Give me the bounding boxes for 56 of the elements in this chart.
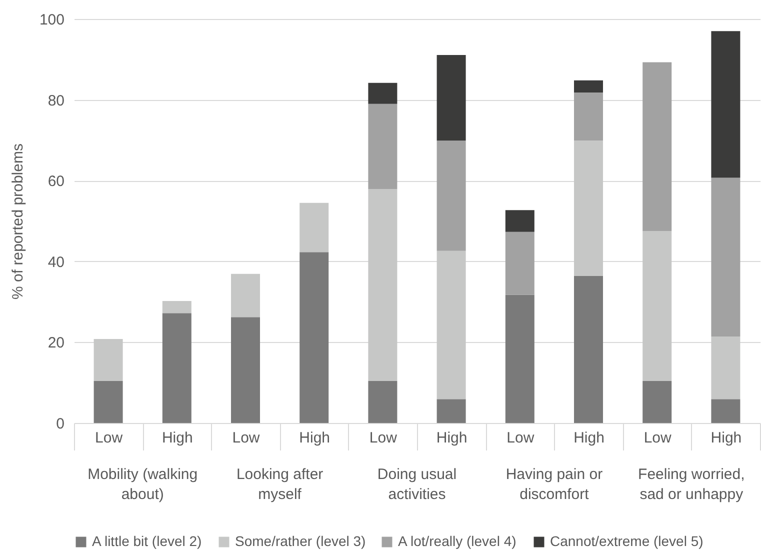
bar: [505, 232, 534, 295]
bar: [436, 399, 466, 423]
bar: [642, 380, 672, 423]
x-tick-label: High: [436, 430, 468, 446]
bar: [162, 300, 192, 314]
text: Having pain or discomfort: [506, 466, 603, 503]
x-tick-label: High: [710, 430, 742, 446]
bar: [711, 31, 740, 178]
bar: [94, 380, 123, 423]
bar: [505, 210, 534, 232]
bar: [574, 80, 603, 93]
bar: [94, 338, 123, 381]
bar: [162, 313, 192, 423]
y-tick-label: 0: [56, 416, 64, 432]
y-tick-label: 80: [48, 92, 64, 110]
bar: [574, 92, 603, 141]
bar: [300, 202, 329, 252]
legend-label: Cannot/extreme (level 5): [550, 533, 704, 549]
bar: [574, 140, 603, 276]
text: Doing usual activities: [377, 466, 457, 503]
x-tick-label: High: [299, 430, 330, 446]
x-tick-label: Low: [506, 430, 534, 446]
x-tick-label: High: [574, 430, 604, 446]
bar: [574, 276, 603, 423]
bar: [368, 104, 398, 190]
legend-label: A lot/really (level 4): [398, 533, 516, 549]
bar: [711, 336, 740, 400]
bar: [368, 380, 398, 423]
bar: [711, 399, 740, 423]
bar: [231, 274, 260, 318]
legend-label: Some/rather (level 3): [235, 533, 366, 549]
bar: [505, 294, 534, 423]
bar: [436, 140, 466, 251]
bar: [711, 178, 740, 337]
bar: [436, 250, 466, 400]
x-tick-label: Low: [369, 430, 398, 446]
bar: [300, 252, 329, 423]
bar: [368, 189, 398, 381]
bar: [368, 82, 398, 104]
bar: [642, 62, 672, 232]
y-tick-label: 40: [48, 254, 64, 271]
bar: [436, 54, 466, 141]
x-tick-label: Low: [644, 430, 672, 446]
y-tick-label: 60: [48, 173, 64, 190]
text: Mobility (walking about): [88, 466, 198, 503]
x-tick-label: Low: [232, 430, 260, 446]
y-tick-label: 20: [48, 334, 64, 352]
bar: [642, 231, 672, 381]
y-axis-title: % of reported problems: [9, 144, 26, 300]
x-tick-label: Low: [95, 430, 123, 446]
y-tick-label: 100: [39, 12, 64, 28]
text: Looking after myself: [236, 466, 324, 503]
text: Feeling worried, sad or unhappy: [638, 466, 745, 503]
legend-label: A little bit (level 2): [92, 533, 202, 549]
x-tick-label: High: [162, 430, 193, 446]
bar: [231, 317, 260, 423]
